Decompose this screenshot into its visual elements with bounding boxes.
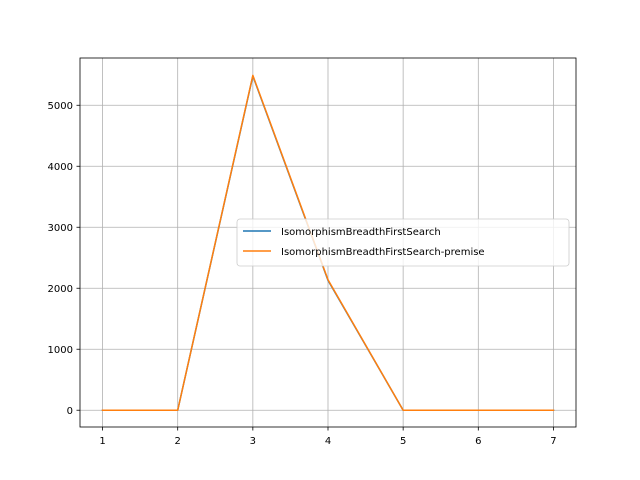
x-tick-label: 4: [325, 436, 331, 447]
series-line-1: [101, 74, 555, 411]
y-tick-label: 4000: [48, 162, 73, 173]
y-tick-label: 0: [67, 406, 73, 417]
x-tick-label: 6: [475, 436, 481, 447]
y-tick-label: 5000: [48, 101, 73, 112]
axes: 1 2 3 4 5 6 7 0 1000 2000 3000 4000 5000: [48, 101, 557, 447]
legend-label-0: IsomorphismBreadthFirstSearch: [281, 227, 441, 238]
legend-label-1: IsomorphismBreadthFirstSearch-premise: [281, 247, 485, 258]
series-lines: [101, 74, 555, 411]
x-tick-label: 3: [250, 436, 256, 447]
x-tick-label: 1: [99, 436, 105, 447]
x-tick-label: 2: [175, 436, 181, 447]
legend: IsomorphismBreadthFirstSearch Isomorphism…: [236, 218, 570, 267]
x-tick-label: 7: [550, 436, 556, 447]
y-tick-label: 3000: [48, 223, 73, 234]
y-tick-label: 1000: [48, 345, 73, 356]
legend-box: [236, 218, 570, 267]
y-tick-label: 2000: [48, 284, 73, 295]
x-tick-label: 5: [400, 436, 406, 447]
